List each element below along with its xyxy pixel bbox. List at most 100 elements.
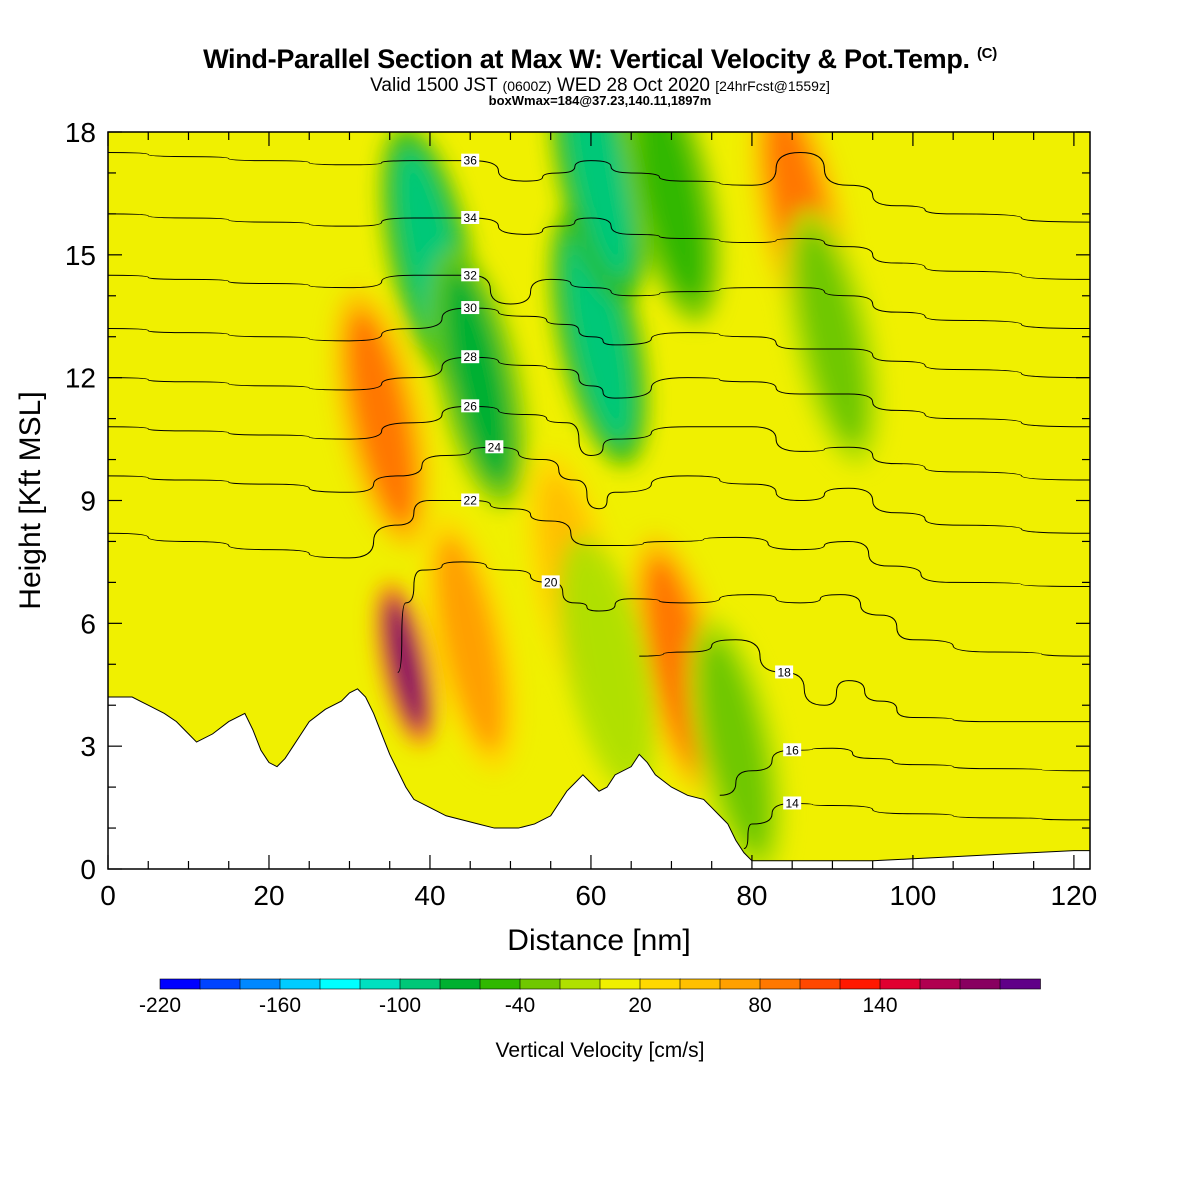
terrain-mask	[108, 688, 1090, 869]
theta-label-bg-14	[783, 796, 802, 810]
colorbar-tick-label: 140	[862, 994, 897, 1017]
vv-feature-core-9	[564, 132, 634, 281]
vv-feature-9	[549, 132, 649, 303]
vv-feature-2	[332, 289, 431, 549]
y-tick-label: 15	[65, 240, 96, 271]
theta-label-36: 36	[464, 154, 478, 168]
vv-feature-0	[375, 581, 437, 747]
vv-feature-core-2	[347, 310, 416, 527]
colorbar-tick-label: 80	[748, 994, 771, 1017]
colorbar-swatch	[319, 978, 361, 990]
y-axis-title: Height [Kft MSL]	[14, 391, 47, 609]
vertical-velocity-field	[108, 132, 1090, 869]
colorbar-swatch	[999, 978, 1041, 990]
theta-label-bg-30	[461, 301, 480, 315]
colorbar-swatch	[639, 978, 681, 990]
colorbar-swatch	[279, 978, 321, 990]
colorbar-swatch	[839, 978, 881, 990]
colorbar-title: Vertical Velocity [cm/s]	[496, 1039, 705, 1062]
colorbar-swatch	[479, 978, 521, 990]
theta-contour-28	[108, 356, 1090, 428]
colorbar-tick-label: -100	[379, 994, 421, 1017]
theta-label-32: 32	[464, 268, 478, 282]
colorbar-tick-label: -40	[505, 994, 535, 1017]
theta-contour-16	[719, 747, 1090, 796]
vv-feature-10	[622, 132, 721, 323]
x-tick-label: 20	[253, 880, 284, 911]
x-tick-label: 0	[100, 880, 116, 911]
theta-label-bg-36	[461, 153, 480, 167]
colorbar-swatch	[239, 978, 281, 990]
colorbar-swatch	[439, 978, 481, 990]
potential-temperature-contours: 14 16 18 20 22 24 26 28 30 32 34 36	[108, 151, 1090, 850]
x-tick-label: 100	[890, 880, 937, 911]
y-tick-label: 9	[80, 486, 96, 517]
vv-feature-8	[549, 207, 649, 467]
vv-feature-core-10	[637, 132, 706, 302]
colorbar-swatch	[879, 978, 921, 990]
theta-contour-30	[108, 307, 1090, 379]
theta-contour-32	[108, 274, 1090, 330]
theta-contour-14	[743, 802, 1090, 850]
y-tick-label: 18	[65, 117, 96, 148]
colorbar-swatch	[399, 978, 441, 990]
theta-contour-36	[108, 151, 1090, 223]
x-tick-label: 120	[1051, 880, 1098, 911]
theta-contour-18	[639, 639, 1090, 723]
colorbar-swatch	[519, 978, 561, 990]
theta-label-bg-22	[461, 493, 480, 507]
colorbar-tick-label: -160	[259, 994, 301, 1017]
vv-feature-core-1	[436, 536, 505, 752]
chart-subtitle: Valid 1500 JST (0600Z) WED 28 Oct 2020 […	[370, 75, 830, 96]
theta-label-bg-18	[775, 665, 794, 679]
theta-contour-22	[108, 500, 1090, 587]
y-tick-label: 3	[80, 731, 96, 762]
theta-label-28: 28	[464, 350, 478, 364]
theta-label-14: 14	[786, 796, 800, 810]
theta-contour-24	[108, 446, 1090, 534]
vv-feature-11	[783, 207, 882, 467]
vv-feature-core-12	[701, 638, 771, 854]
chart-title: Wind-Parallel Section at Max W: Vertical…	[203, 44, 997, 74]
theta-contour-34	[108, 213, 1090, 280]
colorbar-swatch	[719, 978, 761, 990]
theta-label-24: 24	[488, 440, 502, 454]
theta-contour-26	[108, 405, 1090, 481]
colorbar-tick-label: -220	[139, 994, 181, 1017]
theta-label-20: 20	[544, 575, 558, 589]
theta-label-bg-26	[461, 399, 480, 413]
vv-feature-core-8	[564, 228, 634, 445]
theta-label-bg-34	[461, 210, 480, 224]
theta-label-bg-28	[461, 350, 480, 364]
theta-label-bg-16	[783, 743, 802, 757]
theta-label-18: 18	[777, 665, 791, 679]
theta-label-34: 34	[464, 211, 478, 225]
colorbar-swatch	[759, 978, 801, 990]
x-tick-label: 40	[414, 880, 445, 911]
theta-label-30: 30	[464, 301, 478, 315]
x-axis-title: Distance [nm]	[507, 924, 690, 957]
colorbar-swatch	[959, 978, 1001, 990]
terrain-profile	[108, 688, 1090, 869]
colorbar-swatch	[199, 978, 241, 990]
theta-contour-20	[397, 561, 1090, 673]
vv-feature-core-0	[384, 595, 428, 733]
x-tick-label: 80	[736, 880, 767, 911]
chart-box-info: boxWmax=184@37.23,140.11,1897m	[488, 93, 712, 108]
theta-label-16: 16	[786, 743, 800, 757]
colorbar-swatch	[159, 978, 201, 990]
colorbar-swatch	[359, 978, 401, 990]
field-blobs	[332, 132, 882, 869]
theta-label-22: 22	[464, 494, 478, 508]
colorbar-swatch	[599, 978, 641, 990]
y-tick-label: 12	[65, 363, 96, 394]
colorbar: -220 -160 -100 -40 20 80 140 Vertical Velocity …	[139, 978, 1041, 1062]
colorbar-swatch	[919, 978, 961, 990]
vv-feature-12	[686, 616, 785, 869]
colorbar-swatch	[559, 978, 601, 990]
colorbar-tick-label: 20	[628, 994, 651, 1017]
theta-label-bg-24	[485, 440, 504, 454]
y-tick-label: 0	[80, 854, 96, 885]
colorbar-swatch	[799, 978, 841, 990]
